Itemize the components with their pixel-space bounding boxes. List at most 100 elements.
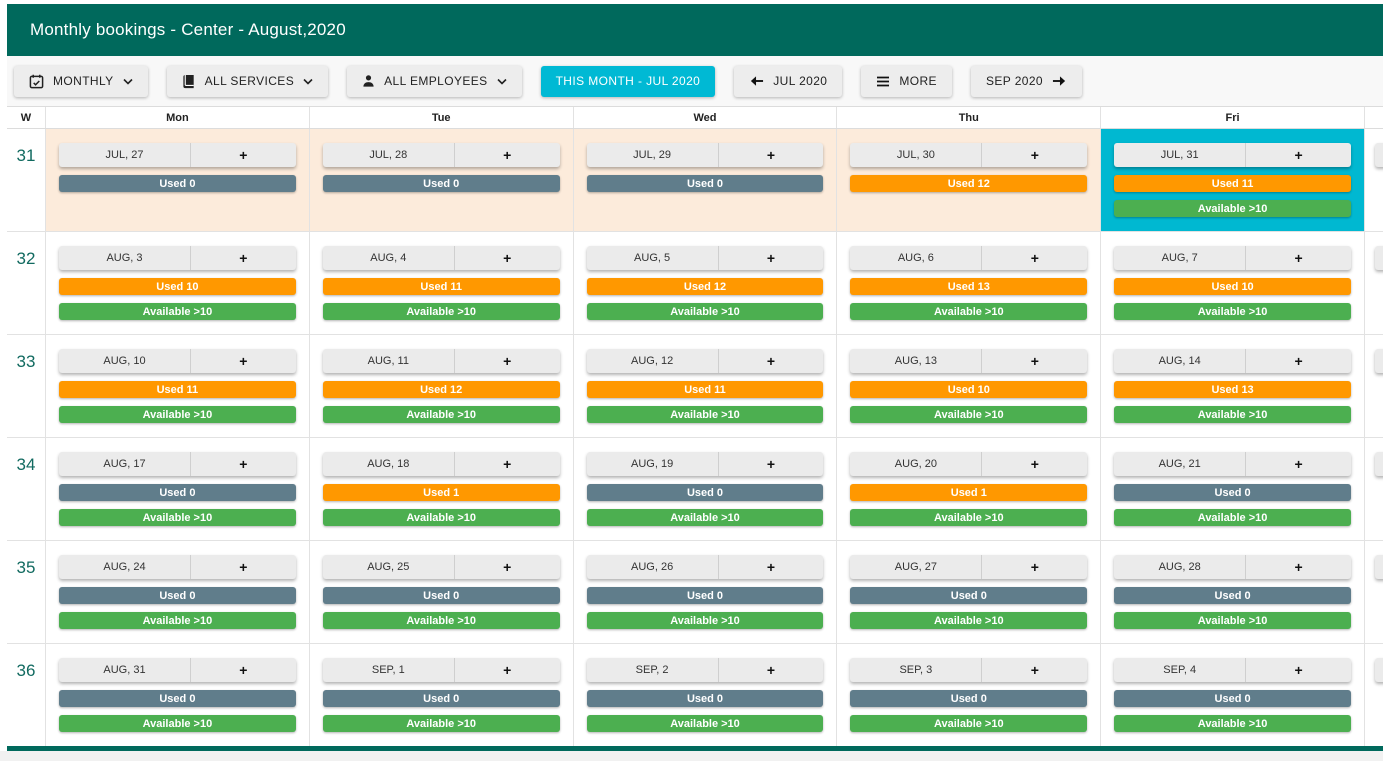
date-label[interactable]: AUG, 26	[587, 555, 719, 579]
date-button[interactable]	[1374, 452, 1383, 476]
date-button[interactable]: AUG, 26 +	[586, 555, 824, 579]
add-booking-button[interactable]: +	[1030, 456, 1039, 472]
available-badge[interactable]: Available >10	[322, 612, 560, 629]
date-button[interactable]	[1374, 349, 1383, 373]
date-label[interactable]: AUG, 7	[1114, 246, 1247, 270]
add-booking-button[interactable]: +	[1294, 456, 1303, 472]
add-booking-button[interactable]: +	[1030, 662, 1039, 678]
add-booking-button[interactable]: +	[766, 147, 776, 163]
available-badge[interactable]: Available >10	[322, 509, 560, 526]
used-badge[interactable]: Used 0	[59, 690, 296, 707]
date-button[interactable]: AUG, 21 +	[1114, 452, 1351, 476]
add-booking-button[interactable]: +	[1030, 250, 1039, 266]
add-booking-button[interactable]: +	[1294, 250, 1303, 266]
add-booking-button[interactable]: +	[239, 456, 248, 472]
date-button[interactable]	[1374, 658, 1383, 682]
used-badge[interactable]: Used 0	[59, 175, 296, 192]
add-booking-button[interactable]: +	[239, 559, 248, 575]
used-badge[interactable]	[1375, 485, 1383, 502]
all-employees-button[interactable]: ALL EMPLOYEES	[347, 65, 522, 97]
used-badge[interactable]: Used 0	[322, 175, 560, 192]
date-label[interactable]: AUG, 25	[323, 555, 455, 579]
next-month-button[interactable]: SEP 2020	[970, 65, 1082, 97]
used-badge[interactable]: Used 13	[850, 278, 1088, 295]
add-booking-button[interactable]: +	[503, 456, 512, 472]
date-label[interactable]: JUL, 28	[323, 143, 455, 167]
date-label[interactable]: JUL, 27	[59, 143, 191, 167]
date-button[interactable]: AUG, 3 +	[59, 246, 296, 270]
available-badge[interactable]: Available >10	[322, 715, 560, 732]
date-button[interactable]: JUL, 29 +	[586, 143, 824, 167]
add-booking-button[interactable]: +	[503, 353, 512, 369]
available-badge[interactable]: Available >10	[850, 406, 1088, 423]
date-button[interactable]: AUG, 10 +	[59, 349, 296, 373]
date-button[interactable]: JUL, 30 +	[850, 143, 1088, 167]
more-button[interactable]: MORE	[861, 65, 952, 97]
date-button[interactable]: AUG, 25 +	[322, 555, 560, 579]
unavailable-badge[interactable]	[1375, 613, 1383, 630]
date-button[interactable]: AUG, 7 +	[1114, 246, 1351, 270]
available-badge[interactable]: Available >10	[850, 303, 1088, 320]
add-booking-button[interactable]: +	[239, 662, 248, 678]
add-booking-button[interactable]: +	[239, 353, 248, 369]
this-month-button[interactable]: THIS MONTH - JUL 2020	[540, 65, 716, 97]
date-button[interactable]: JUL, 31 +	[1114, 143, 1351, 167]
add-booking-button[interactable]: +	[503, 559, 512, 575]
used-badge[interactable]: Used 11	[322, 278, 560, 295]
date-button[interactable]: SEP, 1 +	[322, 658, 560, 682]
date-label[interactable]: AUG, 6	[850, 246, 983, 270]
used-badge[interactable]: Used 10	[59, 278, 296, 295]
date-button[interactable]: AUG, 4 +	[322, 246, 560, 270]
available-badge[interactable]: Available >10	[1114, 715, 1351, 732]
available-badge[interactable]: Available >10	[1114, 406, 1351, 423]
used-badge[interactable]	[1375, 176, 1383, 193]
date-button[interactable]: SEP, 2 +	[586, 658, 824, 682]
date-label[interactable]: JUL, 31	[1114, 143, 1247, 167]
available-badge[interactable]: Available >10	[1114, 612, 1351, 629]
date-button[interactable]: JUL, 27 +	[59, 143, 296, 167]
add-booking-button[interactable]: +	[766, 353, 776, 369]
used-badge[interactable]: Used 13	[1114, 381, 1351, 398]
date-button[interactable]: AUG, 20 +	[850, 452, 1088, 476]
date-label[interactable]: AUG, 18	[323, 452, 455, 476]
unavailable-badge[interactable]	[1375, 201, 1383, 218]
date-label[interactable]: AUG, 13	[850, 349, 983, 373]
date-button[interactable]	[1374, 246, 1383, 270]
date-button[interactable]	[1374, 555, 1383, 579]
date-button[interactable]: SEP, 3 +	[850, 658, 1088, 682]
used-badge[interactable]: Used 10	[1114, 278, 1351, 295]
used-badge[interactable]: Used 12	[322, 381, 560, 398]
add-booking-button[interactable]: +	[1294, 662, 1303, 678]
available-badge[interactable]: Available >10	[322, 406, 560, 423]
available-badge[interactable]: Available >10	[850, 612, 1088, 629]
date-label[interactable]: AUG, 21	[1114, 452, 1247, 476]
used-badge[interactable]: Used 12	[850, 175, 1088, 192]
available-badge[interactable]: Available >10	[1114, 303, 1351, 320]
add-booking-button[interactable]: +	[766, 456, 776, 472]
date-label[interactable]: SEP, 1	[323, 658, 455, 682]
unavailable-badge[interactable]	[1375, 716, 1383, 733]
add-booking-button[interactable]: +	[1294, 147, 1303, 163]
available-badge[interactable]: Available >10	[59, 509, 296, 526]
available-badge[interactable]: Available >10	[1114, 200, 1351, 217]
available-badge[interactable]: Available >10	[586, 715, 824, 732]
date-button[interactable]: AUG, 28 +	[1114, 555, 1351, 579]
used-badge[interactable]	[1375, 382, 1383, 399]
available-badge[interactable]: Available >10	[586, 406, 824, 423]
add-booking-button[interactable]: +	[503, 147, 512, 163]
used-badge[interactable]	[1375, 691, 1383, 708]
available-badge[interactable]: Available >10	[586, 612, 824, 629]
used-badge[interactable]: Used 0	[1114, 690, 1351, 707]
available-badge[interactable]: Available >10	[59, 612, 296, 629]
add-booking-button[interactable]: +	[503, 250, 512, 266]
date-button[interactable]: JUL, 28 +	[322, 143, 560, 167]
date-label[interactable]: SEP, 2	[587, 658, 719, 682]
date-label[interactable]: AUG, 10	[59, 349, 191, 373]
available-badge[interactable]: Available >10	[59, 715, 296, 732]
add-booking-button[interactable]: +	[239, 147, 248, 163]
used-badge[interactable]: Used 11	[586, 381, 824, 398]
date-button[interactable]: SEP, 4 +	[1114, 658, 1351, 682]
used-badge[interactable]: Used 0	[322, 690, 560, 707]
used-badge[interactable]: Used 0	[850, 587, 1088, 604]
used-badge[interactable]: Used 0	[586, 587, 824, 604]
